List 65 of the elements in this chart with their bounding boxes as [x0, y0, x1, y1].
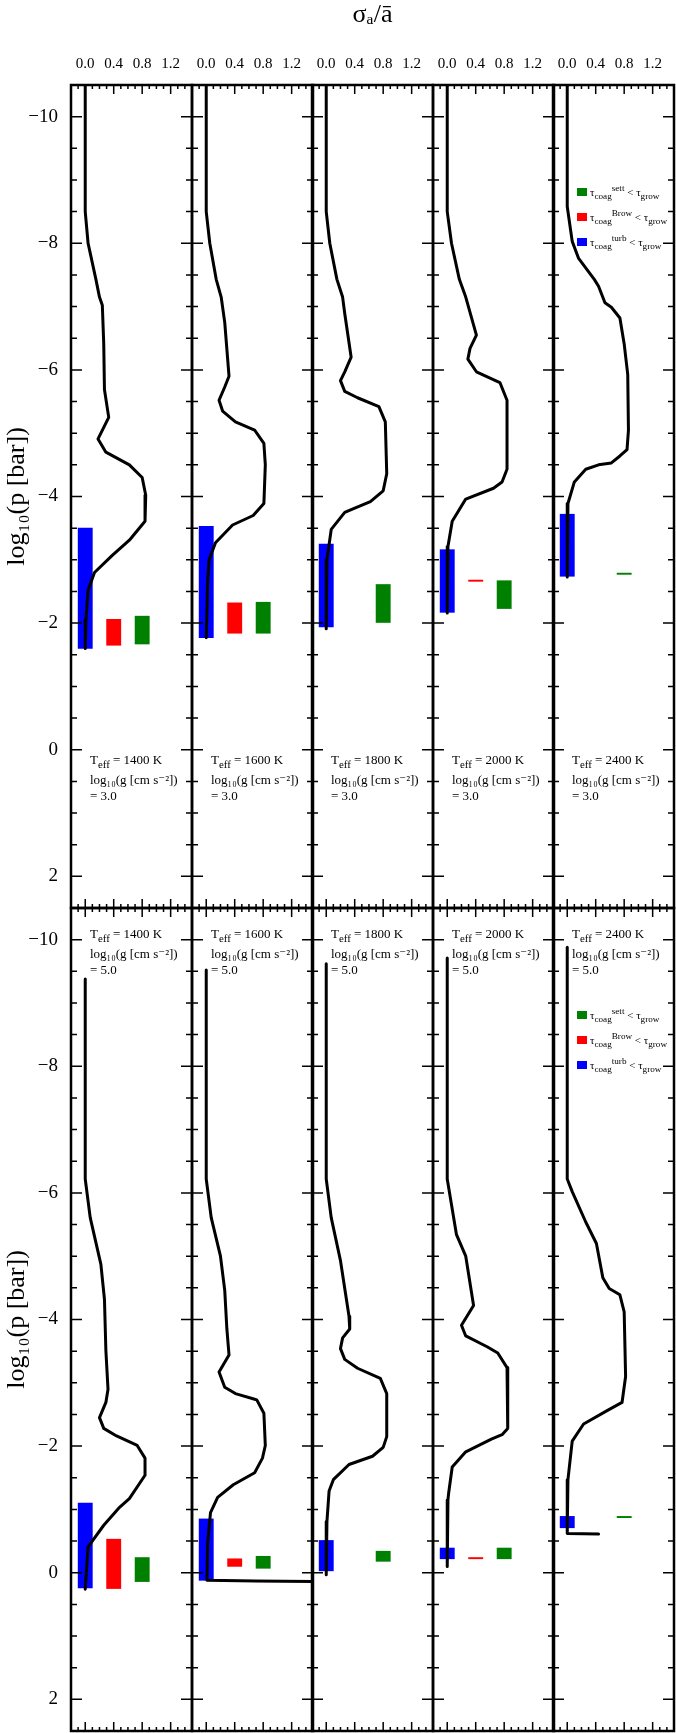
y-tick-label: −4 — [37, 1307, 59, 1329]
y-tick-label: −8 — [37, 231, 58, 253]
x-tick-label: 0.4 — [586, 54, 606, 71]
y-tick-label: −6 — [37, 357, 58, 379]
annotation: T$_{eff}$ = 1400 K — [90, 752, 164, 772]
annotation: T$_{eff}$ = 2400 K — [572, 752, 646, 772]
y-tick-label: −2 — [37, 1434, 58, 1456]
x-tick-label: 0.8 — [132, 54, 152, 71]
annotation: log₁₀(g [cm s⁻²]) = 3.0 — [211, 771, 300, 804]
legend-label: τ$_{coag}$$^{turb}$ < τ$_{grow}$ — [590, 1054, 662, 1076]
x-tick-label: 1.2 — [523, 54, 543, 71]
y-tick-label: −8 — [37, 1054, 58, 1076]
x-tick-label: 0.0 — [437, 54, 457, 71]
x-tick-label: 0.4 — [466, 54, 486, 71]
x-tick-label: 0.8 — [494, 54, 514, 71]
annotation: T$_{eff}$ = 1600 K — [211, 752, 285, 772]
annotation: T$_{eff}$ = 2400 K — [572, 926, 646, 946]
x-tick-label: 0.4 — [345, 54, 365, 71]
legend-label: τ$_{coag}$$^{Brow}$ < τ$_{grow}$ — [590, 1029, 668, 1051]
annotation: T$_{eff}$ = 1600 K — [211, 926, 285, 946]
x-tick-label: 0.4 — [225, 54, 245, 71]
annotation: log₁₀(g [cm s⁻²]) = 3.0 — [452, 771, 541, 804]
y-tick-label: −6 — [37, 1180, 58, 1202]
legend-label: τ$_{coag}$$^{turb}$ < τ$_{grow}$ — [590, 231, 662, 253]
y-axis-title: log₁₀(p [bar]) — [1, 1250, 31, 1389]
y-tick-label: 2 — [48, 1687, 58, 1709]
y-tick-label: −4 — [37, 484, 59, 506]
legend-label: τ$_{coag}$$^{Brow}$ < τ$_{grow}$ — [590, 206, 668, 228]
annotation: log₁₀(g [cm s⁻²]) = 3.0 — [90, 771, 179, 804]
annotation: T$_{eff}$ = 2000 K — [452, 752, 526, 772]
x-tick-label: 0.8 — [373, 54, 393, 71]
x-axis-title: σₐ/ā — [352, 0, 393, 29]
annotation: T$_{eff}$ = 2000 K — [452, 926, 526, 946]
y-tick-label: 0 — [48, 1560, 58, 1582]
annotation: log₁₀(g [cm s⁻²]) = 5.0 — [452, 945, 541, 978]
annotation: log₁₀(g [cm s⁻²]) = 3.0 — [331, 771, 420, 804]
x-tick-label: 0.0 — [196, 54, 216, 71]
x-tick-label: 0.0 — [316, 54, 336, 71]
y-axis-title: log₁₀(p [bar]) — [1, 427, 31, 566]
annotation: log₁₀(g [cm s⁻²]) = 3.0 — [572, 771, 661, 804]
x-tick-label: 0.0 — [557, 54, 577, 71]
x-tick-label: 0.8 — [253, 54, 273, 71]
x-tick-label: 1.2 — [643, 54, 663, 71]
x-tick-label: 0.4 — [104, 54, 124, 71]
y-tick-label: −10 — [28, 104, 58, 126]
y-tick-label: −2 — [37, 611, 58, 633]
x-tick-label: 1.2 — [282, 54, 302, 71]
y-tick-label: −10 — [28, 927, 58, 949]
annotation: T$_{eff}$ = 1400 K — [90, 926, 164, 946]
annotation: T$_{eff}$ = 1800 K — [331, 752, 405, 772]
annotation: log₁₀(g [cm s⁻²]) = 5.0 — [572, 945, 661, 978]
annotation: log₁₀(g [cm s⁻²]) = 5.0 — [331, 945, 420, 978]
x-tick-label: 0.0 — [75, 54, 95, 71]
x-tick-label: 0.8 — [614, 54, 634, 71]
annotation: T$_{eff}$ = 1800 K — [331, 926, 405, 946]
y-tick-label: 2 — [48, 864, 58, 886]
x-tick-label: 1.2 — [161, 54, 181, 71]
bar — [106, 1538, 122, 1589]
annotation: log₁₀(g [cm s⁻²]) = 5.0 — [211, 945, 300, 978]
bar — [134, 1557, 150, 1582]
x-tick-label: 1.2 — [402, 54, 422, 71]
y-tick-label: 0 — [48, 737, 58, 759]
annotation: log₁₀(g [cm s⁻²]) = 5.0 — [90, 945, 179, 978]
legend-label: τ$_{coag}$$^{sett}$ < τ$_{grow}$ — [590, 1005, 660, 1026]
legend-label: τ$_{coag}$$^{sett}$ < τ$_{grow}$ — [590, 182, 660, 203]
